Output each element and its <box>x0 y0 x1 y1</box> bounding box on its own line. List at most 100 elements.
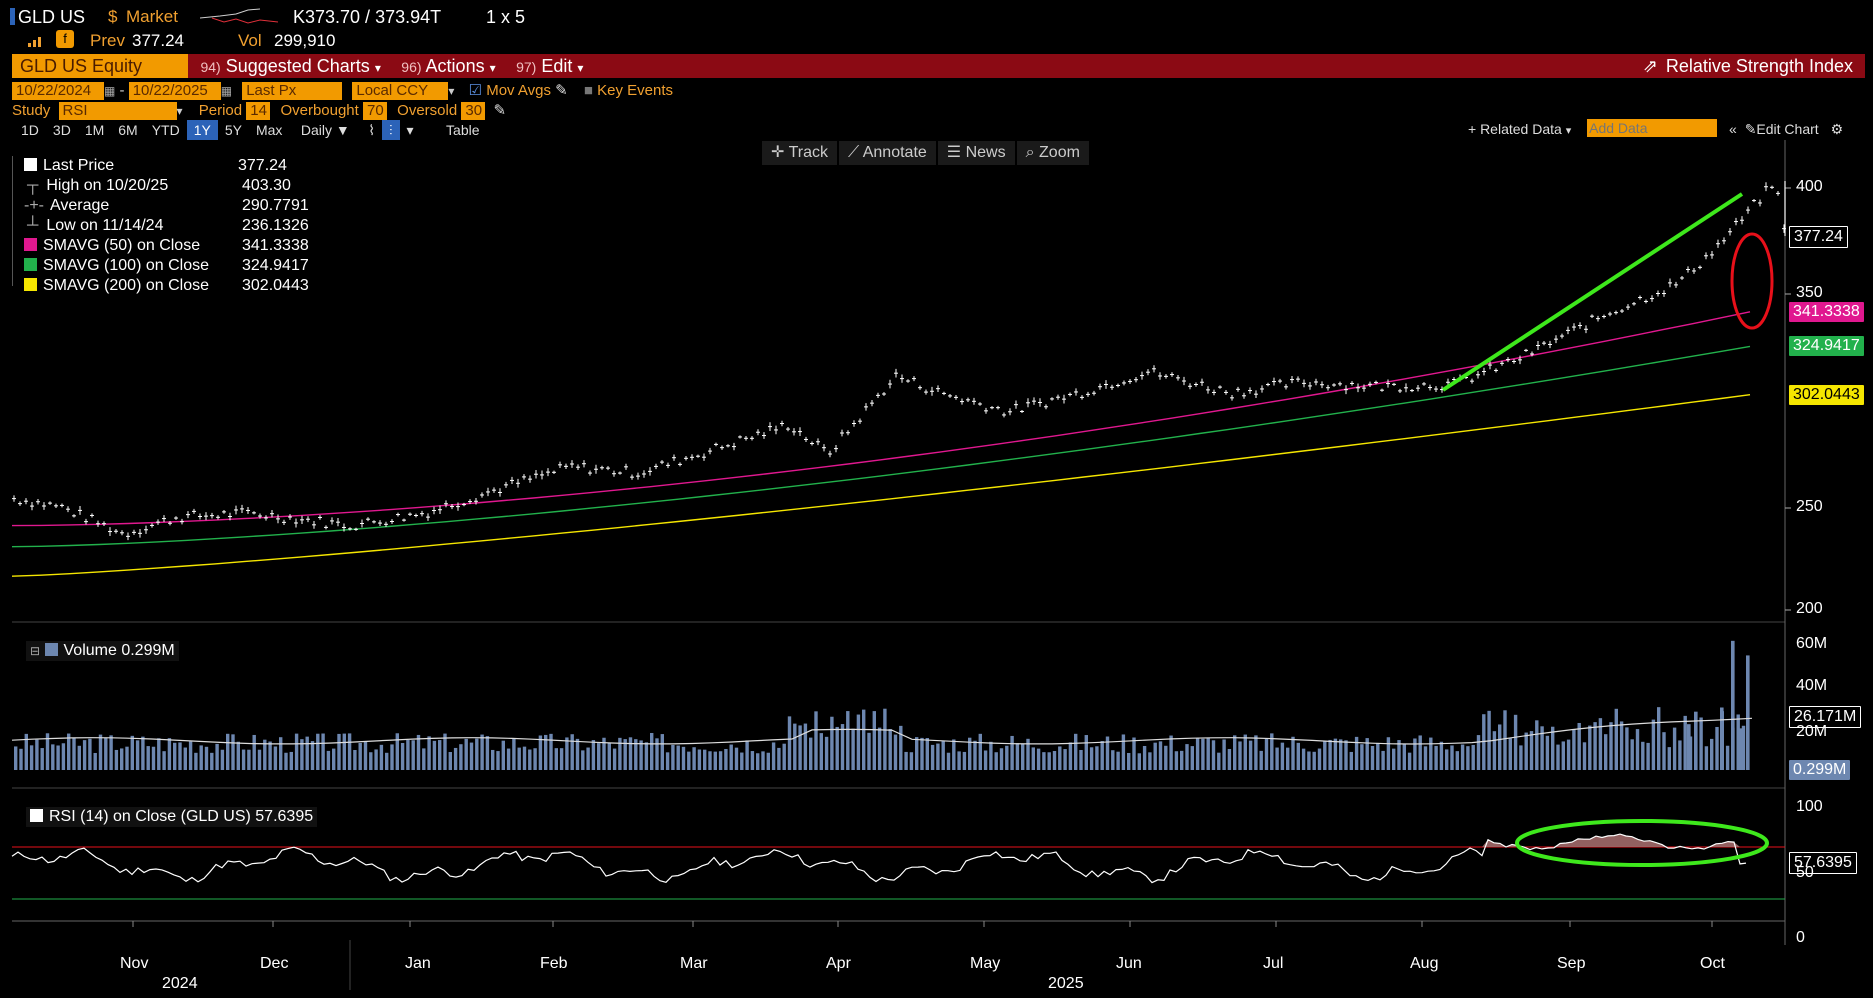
suggested-charts-menu[interactable]: 94) Suggested Charts ▾ <box>192 54 388 78</box>
rsi-legend-label: RSI (14) on Close (GLD US) 57.6395 <box>49 808 314 825</box>
volume-bar <box>1492 731 1497 770</box>
volume-bar <box>358 742 362 770</box>
annotate-tool[interactable]: ⟋ Annotate <box>838 141 936 165</box>
collapse-icon[interactable]: ⊟ <box>30 644 41 658</box>
chevron-down-icon[interactable]: ▾ <box>406 122 414 138</box>
volume-bar <box>999 748 1004 770</box>
volume-bar <box>1667 747 1671 770</box>
month-label: Sep <box>1557 955 1586 972</box>
overbought-field[interactable]: 70 <box>363 102 387 120</box>
ticker-marker <box>10 8 15 25</box>
mov-avgs-label[interactable]: Mov Avgs <box>486 82 551 99</box>
volume-bar <box>729 744 733 770</box>
price-field-select[interactable]: Last Px <box>242 82 343 100</box>
pencil-icon[interactable]: ✎ <box>555 82 568 99</box>
calendar-icon[interactable]: ▦ <box>104 84 116 98</box>
relative-strength-index-link[interactable]: ⇗ Relative Strength Index <box>1643 54 1853 78</box>
volume-bar <box>549 733 553 770</box>
study-select[interactable]: RSI <box>58 102 177 120</box>
news-flag-icon[interactable]: f <box>56 30 74 48</box>
volume-bar <box>1254 735 1258 770</box>
volume-bar <box>872 711 876 770</box>
chevron-down-icon[interactable]: ▾ <box>176 104 183 118</box>
mov-avgs-checkbox-icon[interactable]: ☑ <box>468 82 483 99</box>
volume-bar <box>1588 725 1592 770</box>
volume-bar <box>957 751 961 770</box>
range-ytd[interactable]: YTD <box>151 122 180 138</box>
calendar-icon[interactable]: ▦ <box>220 84 233 98</box>
track-label: Track <box>788 144 828 161</box>
volume-bar <box>522 746 527 770</box>
legend-value: 403.30 <box>242 177 291 194</box>
table-button[interactable]: Table <box>446 122 480 138</box>
study-controls-row: Study RSI ▾ Period 14 Overbought 70 Overs… <box>12 102 506 120</box>
volume-last-tag: 0.299M <box>1789 760 1851 780</box>
sma50-tag: 341.3338 <box>1789 302 1864 322</box>
volume-bar <box>1227 748 1232 770</box>
legend-label: SMAVG (100) on Close <box>43 257 209 274</box>
bar-chart-icon[interactable]: ⫶ <box>382 120 400 140</box>
related-data-button[interactable]: + Related Data <box>1468 121 1562 137</box>
volume-bar <box>1370 745 1375 770</box>
edit-chart-button[interactable]: Edit Chart <box>1756 121 1819 137</box>
legend-high: ┬ High on 10/20/25 403.30 <box>24 176 316 196</box>
zoom-tool[interactable]: ⌕ Zoom <box>1016 141 1089 165</box>
oversold-field[interactable]: 30 <box>461 102 486 120</box>
volume-bar <box>544 734 548 770</box>
gear-icon[interactable]: ⚙ <box>1830 121 1844 137</box>
add-data-input[interactable] <box>1587 119 1718 137</box>
pencil-icon[interactable]: ✎ <box>493 102 507 119</box>
volume-bar <box>130 735 134 770</box>
volume-bar <box>1407 752 1412 770</box>
volume-bar <box>1195 738 1200 770</box>
volume-bar <box>724 748 728 770</box>
volume-bar <box>1233 735 1237 770</box>
volume-bar <box>750 751 755 770</box>
volume-bar <box>883 708 887 770</box>
chevron-down-icon[interactable]: ▾ <box>1565 125 1572 137</box>
year-label: 2024 <box>162 975 198 992</box>
range-1y[interactable]: 1Y <box>186 120 218 140</box>
volume-bar <box>1201 738 1205 770</box>
news-icon: ☰ <box>946 144 966 161</box>
volume-bar <box>708 751 712 770</box>
range-3d[interactable]: 3D <box>52 122 71 138</box>
track-tool[interactable]: ✛ Track <box>762 141 837 165</box>
legend-value: 290.7791 <box>242 197 309 214</box>
key-events-label[interactable]: Key Events <box>597 82 673 99</box>
range-1m[interactable]: 1M <box>84 122 105 138</box>
pencil-icon[interactable]: ✎ <box>1744 121 1757 137</box>
volume-bar <box>962 751 967 770</box>
volume-bar <box>687 751 691 770</box>
news-tool[interactable]: ☰ News <box>937 141 1015 165</box>
volume-bar <box>628 737 633 770</box>
volume-bar <box>363 741 368 770</box>
volume-bar <box>952 739 956 770</box>
range-max[interactable]: Max <box>255 122 283 138</box>
legend-collapse-bracket[interactable] <box>12 156 19 286</box>
volume-bar <box>718 751 723 770</box>
frequency-select[interactable]: Daily ▼ <box>300 122 350 138</box>
currency-select[interactable]: Local CCY <box>352 82 449 100</box>
range-1d[interactable]: 1D <box>21 122 39 138</box>
actions-menu[interactable]: 96) Actions ▾ <box>393 54 503 78</box>
range-5y[interactable]: 5Y <box>224 122 242 138</box>
chart-canvas[interactable] <box>0 140 1873 998</box>
edit-menu[interactable]: 97) Edit ▾ <box>508 54 591 78</box>
volume-bar <box>1694 711 1698 770</box>
key-events-checkbox-icon[interactable]: ■ <box>583 82 593 99</box>
volume-bar <box>67 733 71 770</box>
end-date-field[interactable]: 10/22/2025 <box>128 82 221 100</box>
study-label: Study <box>12 102 51 119</box>
line-chart-icon[interactable]: ⌇ <box>368 122 376 138</box>
volume-bar <box>305 736 309 770</box>
period-field[interactable]: 14 <box>246 102 271 120</box>
range-6m[interactable]: 6M <box>118 122 138 138</box>
chevron-down-icon[interactable]: ▾ <box>448 84 455 98</box>
price-tick: 350 <box>1796 284 1823 301</box>
collapse-icon[interactable]: « <box>1729 121 1737 137</box>
security-field[interactable]: GLD US Equity <box>12 54 188 78</box>
start-date-field[interactable]: 10/22/2024 <box>12 82 104 100</box>
volume-bar <box>517 747 521 770</box>
month-label: Dec <box>260 955 289 972</box>
